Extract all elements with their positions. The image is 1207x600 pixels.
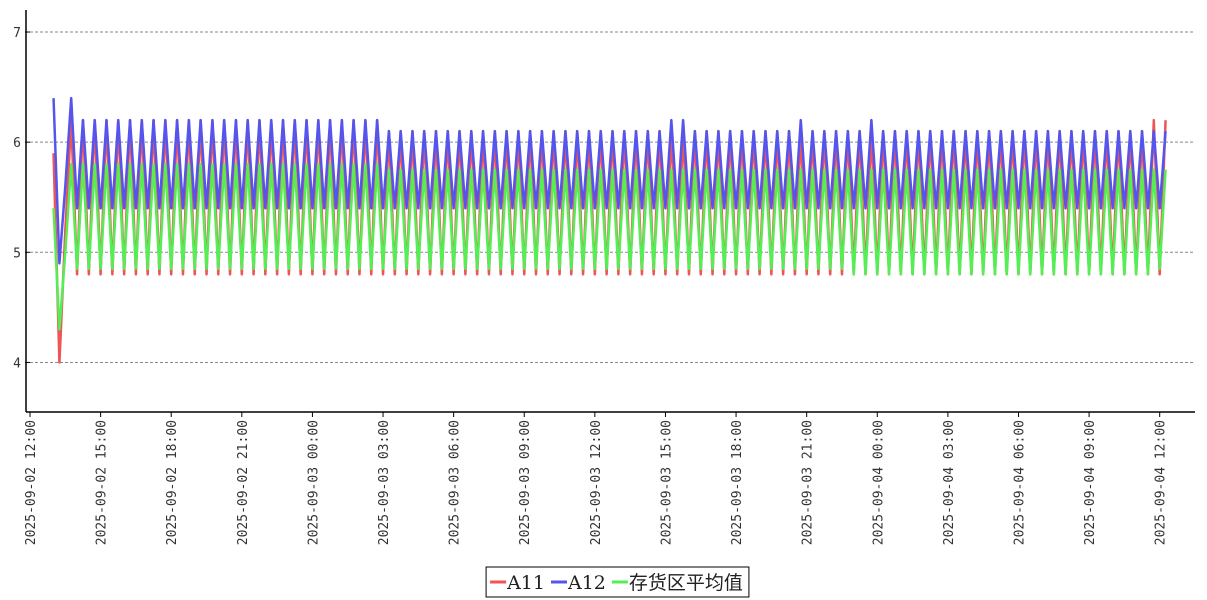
x-tick-label: 2025-09-02 12:00 [24,420,39,545]
x-tick-label: 2025-09-04 09:00 [1083,420,1098,545]
series-line [52,96,1167,265]
x-tick-label: 2025-09-03 15:00 [659,420,674,545]
x-tick-label: 2025-09-03 06:00 [448,420,463,545]
x-tick-label: 2025-09-02 15:00 [95,420,110,545]
x-tick-label: 2025-09-03 18:00 [730,420,745,545]
x-tick-label: 2025-09-03 09:00 [518,420,533,545]
legend-label: 存货区平均值 [629,572,743,594]
x-tick-label: 2025-09-02 18:00 [165,420,180,545]
x-tick-label: 2025-09-04 00:00 [871,420,886,545]
y-tick-label: 6 [13,136,21,151]
x-tick-label: 2025-09-03 12:00 [589,420,604,545]
legend-box [485,566,750,598]
series-line [52,162,1167,331]
x-tick-label: 2025-09-03 21:00 [801,420,816,545]
x-tick-label: 2025-09-03 03:00 [377,420,392,545]
axes: 4 5 6 7 2025-09-02 12:00 2025-09-02 15:00 2025… [13,10,1195,545]
x-tick-label: 2025-09-03 00:00 [306,420,321,545]
legend-label: A12 [567,572,606,594]
y-tick-label: 7 [13,26,21,41]
x-tick-label: 2025-09-02 21:00 [236,420,251,545]
x-tick-label: 2025-09-04 06:00 [1012,420,1027,545]
x-tick-label: 2025-09-04 03:00 [942,420,957,545]
x-tick-label: 2025-09-04 12:00 [1154,420,1169,545]
y-tick-label: 4 [13,356,21,371]
legend: A11 A12 存货区平均值 [485,566,750,598]
y-tick-label: 5 [13,246,21,261]
lines [52,96,1167,364]
legend-label: A11 [506,572,545,594]
legend-items: A11 A12 存货区平均值 [490,572,743,594]
